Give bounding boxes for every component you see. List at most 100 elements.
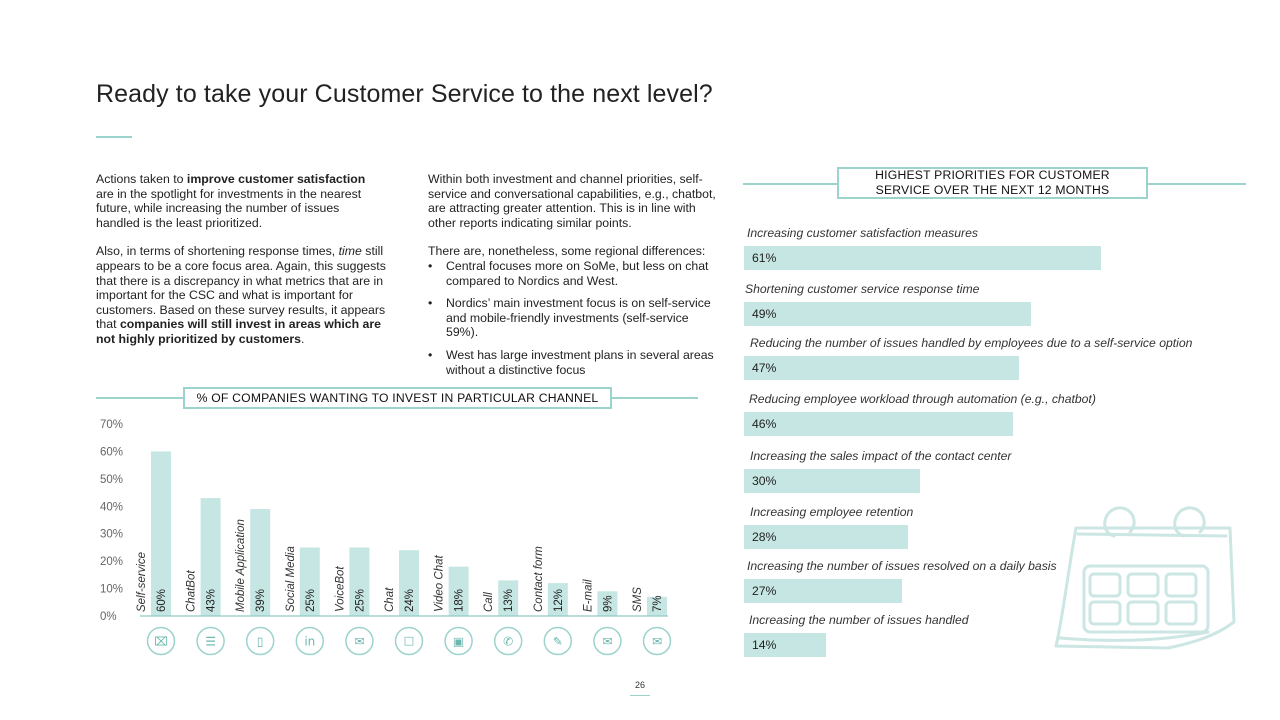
priority-value: 61% [752, 251, 777, 265]
category-label: E-mail [582, 579, 594, 612]
priority-label: Increasing the number of issues handled [749, 613, 969, 627]
priority-value: 46% [752, 417, 777, 431]
svg-text:✆: ✆ [503, 635, 513, 649]
category-label: Video Chat [434, 555, 446, 612]
y-axis: 0% 10% 20% 30% 40% 50% 60% 70% [100, 419, 123, 623]
svg-text:▯: ▯ [257, 635, 264, 649]
bar-value-label: 25% [305, 589, 317, 612]
bar-value-label: 43% [206, 589, 218, 612]
y-tick-label: 60% [100, 446, 123, 458]
priority-label: Increasing the sales impact of the conta… [750, 449, 1012, 463]
list-item: West has large investment plans in sever… [428, 348, 718, 377]
bar-value-label: 7% [652, 595, 664, 612]
bar-value-label: 9% [602, 595, 614, 612]
page-number: 26 [634, 680, 645, 690]
y-tick-label: 50% [100, 474, 123, 486]
svg-text:✉: ✉ [652, 635, 662, 649]
y-tick-label: 20% [100, 556, 123, 568]
svg-text:▣: ▣ [453, 635, 464, 649]
list-item: Central focuses more on SoMe, but less o… [428, 259, 718, 288]
regional-differences-list: Central focuses more on SoMe, but less o… [428, 259, 718, 377]
italic-span: time [338, 244, 362, 259]
priority-bar: 61% [744, 246, 1101, 270]
paragraph-2: There are, nonetheless, some regional di… [428, 244, 706, 259]
priority-bar: 49% [744, 302, 1031, 326]
priorities-chart: Increasing customer satisfaction measure… [744, 226, 1244, 666]
text-span: . [300, 331, 305, 346]
chart-title: % OF COMPANIES WANTING TO INVEST IN PART… [183, 387, 612, 409]
self-service-icon: ⌧ [146, 626, 176, 656]
y-tick-label: 30% [100, 529, 123, 541]
bold-span: companies will still invest in areas whi… [96, 317, 382, 346]
priority-bar: 30% [744, 469, 920, 493]
priority-row: Increasing the sales impact of the conta… [744, 449, 1012, 493]
priority-bar: 28% [744, 525, 908, 549]
y-tick-label: 10% [100, 584, 123, 596]
chat-icon: ☐ [394, 626, 424, 656]
priority-row: Increasing employee retention 28% [744, 505, 913, 549]
text-span: still appears to be a core focus area. A… [96, 244, 386, 332]
bar [200, 498, 221, 616]
channel-investment-chart: 0% 10% 20% 30% 40% 50% 60% 70% 60% 43% 39% 25% 25% 2… [100, 419, 672, 656]
contact-form-icon: ✎ [543, 626, 573, 656]
bar-value-label: 39% [255, 589, 267, 612]
priorities-title: HIGHEST PRIORITIES FOR CUSTOMER SERVICE … [837, 167, 1148, 199]
y-tick-label: 40% [100, 501, 123, 513]
svg-text:⌧: ⌧ [154, 635, 168, 649]
text-column-right: Within both investment and channel prior… [428, 172, 718, 385]
priority-row: Shortening customer service response tim… [744, 282, 1031, 326]
svg-text:☰: ☰ [205, 635, 216, 649]
category-label: Self-service [136, 552, 148, 612]
priority-value: 27% [752, 584, 777, 598]
linkedin-icon: in [295, 626, 325, 656]
bar [299, 547, 320, 616]
category-labels: Self-service ChatBot Mobile Application Soc… [136, 519, 644, 612]
priority-row: Reducing employee workload through autom… [744, 392, 1096, 436]
bar-value-label: 13% [503, 589, 515, 612]
bar [597, 591, 618, 616]
category-label: Social Media [285, 546, 297, 612]
priority-value: 28% [752, 530, 777, 544]
email-icon: ✉ [593, 626, 622, 656]
mobile-icon: ▯ [245, 626, 275, 656]
bar [250, 509, 271, 616]
bold-span: improve customer satisfaction [186, 172, 366, 186]
phone-icon: ✆ [493, 626, 523, 656]
priority-row: Increasing the number of issues resolved… [744, 559, 1057, 603]
priority-label: Increasing the number of issues resolved… [747, 559, 1057, 573]
priority-row: Increasing the number of issues handled 1… [744, 613, 969, 657]
video-chat-icon: ▣ [444, 626, 473, 656]
channel-icons: ⌧ ☰ ▯ in ✉ ☐ ▣ ✆ ✎ ✉ ✉ [146, 626, 672, 656]
page-number-rule [630, 695, 650, 696]
category-label: Call [483, 592, 495, 612]
svg-text:✉: ✉ [602, 635, 612, 649]
calendar-icon [1054, 506, 1236, 650]
priority-row: Reducing the number of issues handled by… [744, 336, 1192, 380]
category-label: Contact form [533, 546, 545, 612]
bar-value-label: 25% [354, 589, 366, 612]
paragraph-2: Also, in terms of shortening response ti… [96, 244, 386, 346]
bar [547, 583, 568, 616]
title-divider [96, 136, 132, 138]
category-label: VoiceBot [334, 566, 346, 612]
priority-value: 14% [752, 638, 777, 652]
category-label: ChatBot [186, 570, 198, 612]
svg-text:in: in [304, 635, 315, 649]
page-title: Ready to take your Customer Service to t… [96, 80, 713, 108]
priority-bar: 27% [744, 579, 902, 603]
category-label: Mobile Application [235, 519, 247, 612]
svg-text:✎: ✎ [553, 635, 563, 649]
priority-value: 49% [752, 307, 777, 321]
bar-value-label: 60% [156, 589, 168, 612]
priority-label: Increasing employee retention [750, 505, 914, 519]
priority-label: Increasing customer satisfaction measure… [747, 226, 978, 240]
bars: 60% 43% 39% 25% 25% 24% 18% 13% 12% 9% 7% [151, 451, 667, 616]
priority-bar: 47% [744, 356, 1019, 380]
priority-label: Reducing employee workload through autom… [749, 392, 1096, 406]
text-span: Also, in terms of shortening response ti… [96, 244, 339, 259]
priority-value: 30% [752, 474, 777, 488]
bar [498, 580, 519, 616]
megaphone-icon: ✉ [345, 626, 374, 656]
bar [151, 451, 171, 616]
category-label: Chat [384, 587, 396, 612]
